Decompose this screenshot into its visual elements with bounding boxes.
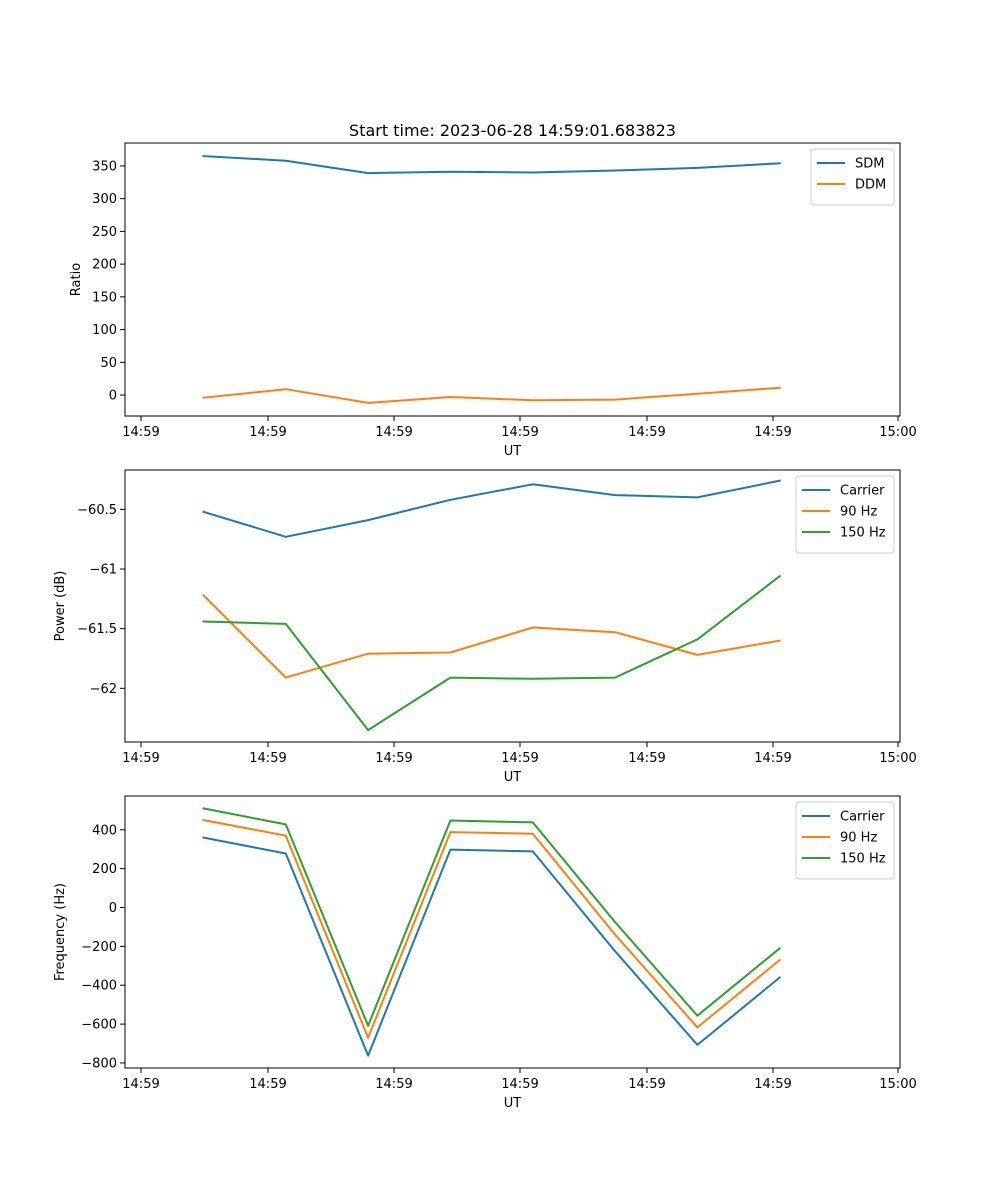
y-tick-label: 250 — [92, 225, 117, 240]
legend-label: Carrier — [840, 484, 885, 499]
x-tick-label: 14:59 — [754, 751, 791, 766]
x-axis-label: UT — [504, 770, 522, 785]
x-tick-label: 14:59 — [754, 1077, 791, 1092]
x-tick-label: 14:59 — [375, 425, 412, 440]
series-line-90-hz — [202, 818, 782, 1039]
x-tick-label: 14:59 — [375, 751, 412, 766]
y-axis-label: Frequency (Hz) — [53, 883, 68, 981]
axes-frame — [124, 142, 901, 417]
y-axis-label: Ratio — [69, 263, 84, 296]
x-tick-label: 14:59 — [501, 751, 538, 766]
legend-label: Carrier — [840, 810, 885, 825]
y-tick-label: −61 — [90, 563, 117, 578]
legend-label: 150 Hz — [840, 526, 886, 541]
y-tick-label: 300 — [92, 192, 117, 207]
x-tick-label: 14:59 — [249, 751, 286, 766]
subplot-power: 14:59 14:59 14:59 14:59 14:59 14:59 15:00 −62 −6… — [53, 469, 917, 785]
series-line-carrier — [202, 836, 782, 1057]
y-tick-label: −200 — [81, 940, 117, 955]
legend-label: 150 Hz — [840, 852, 886, 867]
x-tick-label: 14:59 — [628, 425, 665, 440]
chart-title: Start time: 2023-06-28 14:59:01.683823 — [349, 121, 676, 140]
y-tick-label: 100 — [92, 323, 117, 338]
series-line-150-hz — [202, 807, 782, 1027]
x-tick-label: 15:00 — [879, 425, 916, 440]
series-line-carrier — [202, 479, 781, 538]
series-line-90-hz — [202, 593, 781, 679]
legend-box — [795, 475, 895, 554]
y-tick-label: −60.5 — [77, 503, 117, 518]
y-tick-label: 350 — [92, 159, 117, 174]
legend-label: 90 Hz — [840, 831, 877, 846]
x-axis-label: UT — [504, 1096, 522, 1111]
x-tick-label: 14:59 — [122, 1077, 159, 1092]
y-tick-label: 150 — [92, 290, 117, 305]
legend-label: 90 Hz — [840, 505, 877, 520]
series-line-150-hz — [202, 574, 782, 732]
y-tick-label: −62 — [90, 682, 117, 697]
y-tick-label: −800 — [81, 1056, 117, 1071]
y-tick-label: −600 — [81, 1018, 117, 1033]
x-tick-label: 14:59 — [122, 425, 159, 440]
subplot-ratio: Start time: 2023-06-28 14:59:01.683823 14… — [69, 121, 917, 459]
y-tick-label: 0 — [109, 901, 117, 916]
x-tick-label: 14:59 — [375, 1077, 412, 1092]
y-tick-label: −400 — [81, 979, 117, 994]
x-tick-label: 14:59 — [754, 425, 791, 440]
series-line-ddm — [202, 386, 781, 404]
axes-frame — [124, 795, 901, 1069]
x-tick-label: 14:59 — [628, 1077, 665, 1092]
y-tick-label: 0 — [109, 389, 117, 404]
y-axis-label: Power (dB) — [53, 571, 68, 642]
y-tick-label: 50 — [100, 356, 117, 371]
subplot-frequency: 14:59 14:59 14:59 14:59 14:59 14:59 15:00 −800 −… — [53, 795, 917, 1111]
legend-label: DDM — [855, 178, 886, 193]
x-tick-label: 15:00 — [879, 751, 916, 766]
x-tick-label: 15:00 — [879, 1077, 916, 1092]
y-tick-label: −61.5 — [77, 622, 117, 637]
y-tick-label: 400 — [92, 823, 117, 838]
x-tick-label: 14:59 — [249, 425, 286, 440]
x-tick-label: 14:59 — [501, 425, 538, 440]
x-axis-label: UT — [504, 444, 522, 459]
x-tick-label: 14:59 — [501, 1077, 538, 1092]
y-tick-label: 200 — [92, 862, 117, 877]
legend-box — [795, 801, 895, 880]
x-tick-label: 14:59 — [122, 751, 159, 766]
legend-label: SDM — [855, 157, 884, 172]
x-tick-label: 14:59 — [628, 751, 665, 766]
x-tick-label: 14:59 — [249, 1077, 286, 1092]
y-tick-label: 200 — [92, 258, 117, 273]
axes-frame — [124, 469, 901, 743]
series-line-sdm — [202, 155, 781, 175]
